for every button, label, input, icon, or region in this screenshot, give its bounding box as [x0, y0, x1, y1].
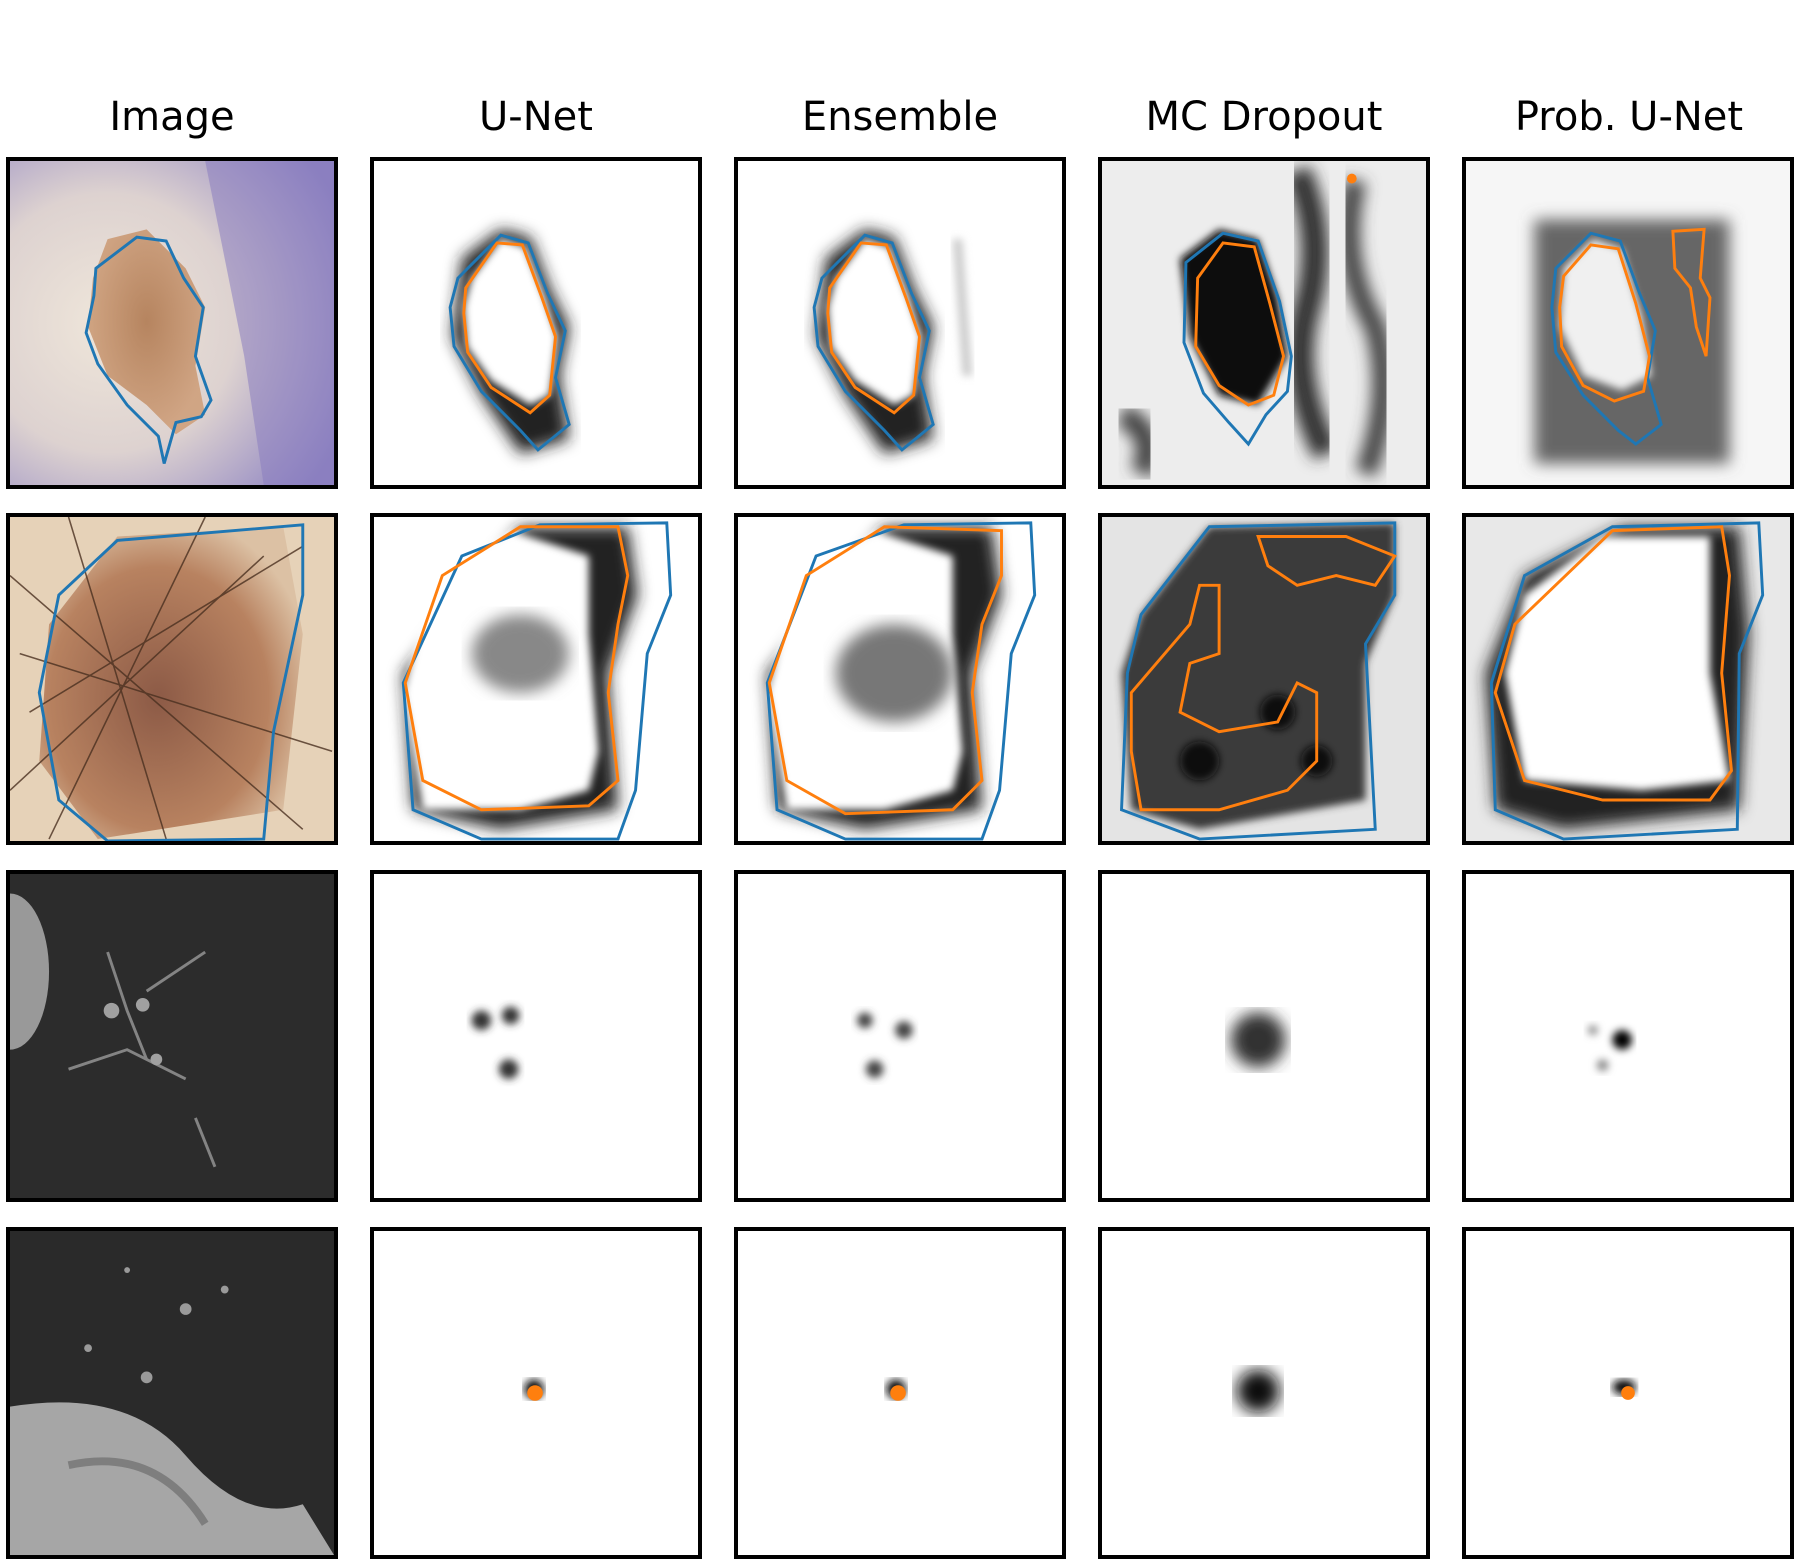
ct-scan-image [10, 1231, 334, 1555]
row4-input-image [6, 1227, 338, 1559]
ground-truth-contour [448, 233, 571, 452]
prediction-contour-secondary [1671, 227, 1712, 357]
prediction-contour [767, 525, 1003, 816]
column-title-image: Image [109, 94, 235, 140]
row4-ensemble-map [734, 1227, 1066, 1559]
prediction-contour [1621, 1386, 1635, 1400]
row1-input-image [6, 157, 338, 489]
row4-mc-dropout-map [1098, 1227, 1430, 1559]
skin-lesion-image [10, 161, 334, 485]
ground-truth-contour [765, 521, 1037, 841]
prediction-contour [403, 525, 630, 812]
prediction-contour [826, 241, 922, 415]
ground-truth-contour [1120, 521, 1397, 841]
prediction-contour [527, 1385, 543, 1401]
ground-truth-contour [1182, 231, 1293, 447]
row3-mc-dropout-map [1098, 870, 1430, 1202]
row2-prob-unet-map [1462, 513, 1794, 845]
row1-ensemble-map [734, 157, 1066, 489]
prediction-contour [1129, 583, 1319, 812]
ground-truth-contour [812, 233, 935, 452]
ground-truth-contour [84, 235, 213, 464]
row2-input-image [6, 513, 338, 845]
row3-ensemble-map [734, 870, 1066, 1202]
ground-truth-contour [401, 521, 673, 841]
row3-prob-unet-map [1462, 870, 1794, 1202]
ground-truth-contour [37, 523, 305, 841]
prediction-contour [890, 1385, 906, 1401]
row2-ensemble-map [734, 513, 1066, 845]
ground-truth-contour [1550, 231, 1663, 446]
row1-unet-map [370, 157, 702, 489]
row1-prob-unet-map [1462, 157, 1794, 489]
ct-scan-image [10, 874, 334, 1198]
row1-mc-dropout-map [1098, 157, 1430, 489]
ground-truth-contour [1489, 521, 1765, 841]
column-title-mc-dropout: MC Dropout [1145, 94, 1383, 140]
prediction-contour [462, 241, 558, 415]
prediction-contour [1194, 241, 1286, 407]
column-title-ensemble: Ensemble [801, 94, 999, 140]
row2-unet-map [370, 513, 702, 845]
row4-unet-map [370, 1227, 702, 1559]
skin-lesion-image [10, 517, 334, 841]
row3-unet-map [370, 870, 702, 1202]
row2-mc-dropout-map [1098, 513, 1430, 845]
row3-input-image [6, 870, 338, 1202]
column-title-prob-unet: Prob. U-Net [1514, 94, 1744, 140]
prediction-contour [1493, 525, 1733, 802]
column-title-unet: U-Net [479, 94, 593, 140]
row4-prob-unet-map [1462, 1227, 1794, 1559]
prediction-contour [1558, 243, 1651, 403]
